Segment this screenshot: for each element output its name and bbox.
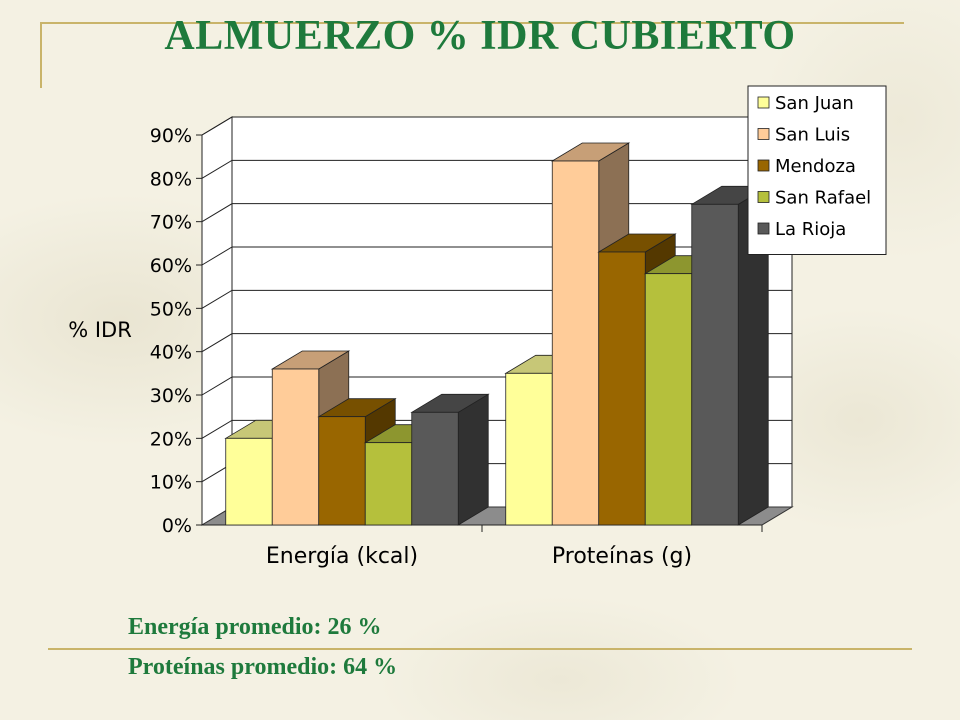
- legend-label: La Rioja: [775, 219, 846, 240]
- bar-front-face: [225, 437, 273, 526]
- legend-label: San Rafael: [775, 188, 871, 209]
- bar-la-rioja-1: [690, 185, 770, 526]
- legend-swatch: [757, 222, 770, 235]
- legend-box: [747, 85, 887, 255]
- bar-front-face: [318, 416, 366, 526]
- y-tick-label: 70%: [150, 212, 192, 234]
- page-title: ALMUERZO % IDR CUBIERTO: [164, 13, 796, 59]
- bar-front-face: [364, 442, 413, 526]
- bottom-horizontal-rule: [48, 648, 912, 650]
- bar-chart-3d: 0% 10% 20% 30% 40% 50% 60% 70% 80% 90% % IDR Energí…: [68, 85, 887, 569]
- legend-label: Mendoza: [775, 156, 856, 177]
- y-tick-label: 10%: [150, 472, 192, 494]
- summary-proteins: Proteínas promedio: 64 %: [128, 654, 398, 680]
- legend-swatch: [757, 96, 770, 109]
- x-category-label: Energía (kcal): [266, 544, 418, 569]
- legend-swatch: [757, 159, 770, 172]
- bar-front-face: [411, 411, 459, 526]
- bar-front-face: [271, 368, 320, 526]
- y-tick-label: 80%: [150, 168, 192, 190]
- summary-energy: Energía promedio: 26 %: [128, 614, 382, 640]
- legend-swatch: [757, 191, 770, 203]
- y-tick-label: 20%: [150, 428, 192, 450]
- y-tick-label: 0%: [162, 515, 192, 537]
- gridline: [201, 116, 792, 136]
- y-tick-label: 50%: [150, 298, 192, 320]
- chart-legend: San Juan San Luis Mendoza San Rafael La Rioj…: [747, 85, 887, 255]
- bar-front-face: [598, 251, 646, 526]
- bar-la-rioja-0: [410, 393, 490, 526]
- bar-front-face: [691, 203, 739, 526]
- x-category-label: Proteínas (g): [552, 544, 692, 569]
- bar-front-face: [644, 273, 693, 526]
- y-tick-label: 40%: [150, 342, 192, 364]
- bar-front-face: [551, 160, 600, 526]
- y-axis-title: % IDR: [68, 318, 132, 342]
- y-tick-label: 30%: [150, 385, 192, 407]
- bar-front-face: [505, 372, 553, 526]
- legend-swatch: [757, 128, 770, 140]
- y-tick-label: 60%: [150, 255, 192, 277]
- legend-label: San Luis: [775, 125, 850, 146]
- top-vertical-rule: [40, 22, 42, 88]
- legend-label: San Juan: [775, 93, 854, 114]
- bar-side-face: [457, 393, 489, 526]
- y-tick-label: 90%: [150, 125, 192, 147]
- top-horizontal-rule: [40, 22, 904, 24]
